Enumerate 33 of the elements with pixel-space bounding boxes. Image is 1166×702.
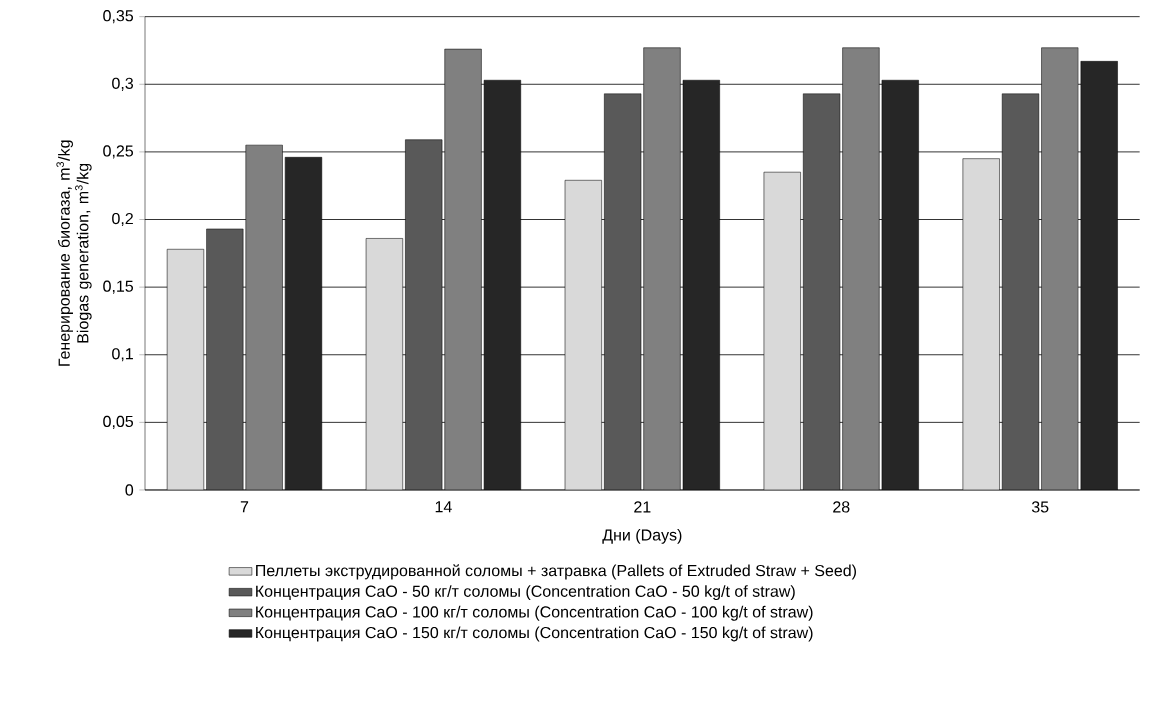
bar [1080, 61, 1118, 490]
bar [206, 228, 244, 490]
bar [763, 172, 801, 490]
y-tick-label: 0,1 [112, 348, 133, 362]
bar [881, 80, 919, 490]
bar [604, 93, 642, 490]
bar [1001, 93, 1040, 490]
y-tick-label: 0,3 [112, 77, 134, 91]
y-tick-label: 0,2 [112, 212, 133, 227]
legend-label: Пеллеты экструдированной соломы + затравка (Pallets of Extruded Straw + Seed) [256, 564, 856, 580]
y-tick-label: 0,35 [103, 10, 134, 24]
x-tick-label: 28 [833, 501, 850, 513]
legend-label: Концентрация CaO - 100 кг/т соломы (Concentration CaO - 100 kg/t of straw) [256, 605, 813, 621]
bar [167, 249, 204, 490]
bar [484, 80, 521, 490]
bar [962, 158, 1000, 490]
x-axis-title: Дни (Days) [602, 528, 682, 544]
y-tick-label: 0,25 [103, 145, 134, 159]
bar [803, 93, 840, 490]
bar [683, 80, 720, 490]
x-tick-label: 14 [435, 501, 452, 513]
y-tick-label: 0,05 [103, 415, 134, 429]
bar [366, 238, 403, 490]
bar [565, 180, 602, 490]
y-tick-label: 0 [125, 484, 134, 496]
y-tick-label: 0,15 [103, 280, 134, 294]
x-tick-label: 35 [1031, 501, 1049, 513]
legend-label: Концентрация CaO - 150 кг/т соломы (Concentration CaO - 150 kg/t of straw) [256, 626, 813, 642]
x-tick-label: 21 [634, 501, 651, 513]
bar [405, 139, 443, 490]
bar [285, 157, 322, 490]
legend-label: Концентрация CaO - 50 кг/т соломы (Concentration CaO - 50 kg/t of straw) [256, 585, 795, 601]
x-tick-label: 7 [240, 501, 249, 513]
